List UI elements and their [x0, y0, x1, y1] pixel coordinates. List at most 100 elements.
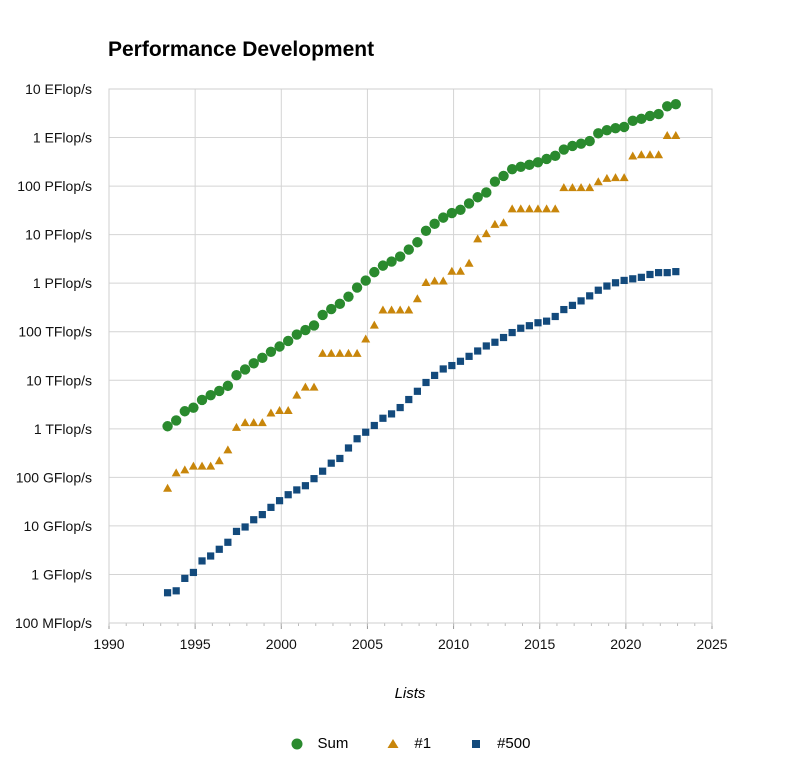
- data-point-sum: [300, 324, 311, 336]
- data-point-number-one: [180, 465, 190, 474]
- data-point-number-one: [361, 334, 371, 343]
- data-point-number-one: [602, 173, 612, 182]
- data-point-sum: [515, 161, 526, 172]
- data-point-sum: [196, 394, 208, 406]
- data-point-number-one: [275, 406, 285, 415]
- data-point-sum: [351, 282, 363, 293]
- data-point-sum: [472, 192, 483, 203]
- data-point-number-one: [671, 131, 681, 140]
- data-point-number-one: [421, 278, 431, 287]
- data-point-number-one: [619, 173, 629, 182]
- data-point-sum: [498, 170, 509, 182]
- data-point-number-one: [326, 348, 336, 357]
- data-point-sum: [446, 207, 458, 219]
- data-point-number-one: [499, 218, 509, 227]
- y-tick-label: 100 PFlop/s: [17, 178, 92, 194]
- x-tick-label: 1990: [93, 636, 124, 652]
- y-tick-label: 1 PFlop/s: [33, 275, 92, 291]
- series-number-500: [163, 268, 680, 597]
- data-point-number-500: [344, 444, 353, 452]
- data-point-number-one: [249, 418, 259, 427]
- data-point-number-500: [517, 324, 525, 332]
- data-point-number-one: [206, 461, 216, 470]
- data-point-number-500: [672, 268, 680, 276]
- data-point-sum: [317, 309, 328, 321]
- data-point-number-500: [499, 333, 508, 342]
- data-point-number-500: [611, 279, 620, 287]
- data-point-number-one: [335, 348, 345, 357]
- data-point-number-500: [525, 322, 533, 330]
- data-point-number-500: [508, 328, 516, 337]
- data-point-number-one: [636, 150, 646, 159]
- data-point-number-500: [465, 352, 473, 360]
- data-point-sum: [644, 110, 656, 122]
- data-point-number-500: [543, 317, 551, 325]
- data-point-sum: [377, 260, 389, 271]
- data-point-sum: [524, 159, 535, 171]
- data-point-number-500: [198, 557, 206, 565]
- data-point-number-500: [422, 378, 430, 387]
- data-point-number-500: [293, 486, 301, 494]
- plot-border: [108, 88, 713, 624]
- data-point-number-one: [171, 468, 181, 477]
- x-tick-label: 1995: [180, 636, 211, 652]
- data-point-number-500: [215, 545, 223, 553]
- data-point-sum: [420, 225, 432, 236]
- data-point-number-one: [455, 266, 465, 275]
- legend-item-number-one: #1: [386, 735, 431, 752]
- data-point-number-500: [534, 319, 542, 327]
- data-point-number-one: [559, 183, 569, 192]
- data-point-number-500: [336, 454, 344, 463]
- data-point-number-one: [343, 348, 353, 357]
- x-tick-label: 2025: [696, 636, 727, 652]
- data-point-number-one: [188, 461, 198, 470]
- data-point-number-500: [232, 527, 241, 536]
- data-point-number-one: [430, 276, 440, 285]
- data-point-number-500: [629, 275, 637, 283]
- data-point-sum: [567, 140, 578, 152]
- data-point-number-500: [577, 297, 585, 305]
- data-point-number-one: [257, 418, 267, 427]
- y-tick-label: 1 EFlop/s: [33, 130, 92, 146]
- data-point-number-500: [189, 568, 198, 577]
- y-tick-label: 1 GFlop/s: [31, 566, 92, 582]
- data-point-sum: [386, 256, 397, 267]
- data-point-number-500: [646, 270, 654, 279]
- plot-area: 100 MFlop/s 1 GFlop/s 10 GFlop/s 100 GFlop/…: [15, 81, 728, 652]
- data-point-number-500: [448, 361, 456, 370]
- data-point-number-500: [568, 301, 577, 309]
- data-point-sum: [188, 402, 199, 413]
- data-point-sum: [506, 163, 518, 175]
- data-point-sum: [653, 108, 664, 120]
- legend-item-sum: Sum: [290, 735, 348, 752]
- data-point-number-one: [283, 406, 293, 415]
- data-point-number-500: [267, 503, 275, 511]
- data-point-number-one: [352, 348, 362, 357]
- data-point-number-500: [327, 459, 335, 467]
- y-tick-label: 100 MFlop/s: [15, 615, 92, 631]
- y-tick-label: 1 TFlop/s: [34, 421, 92, 437]
- data-point-sum: [231, 370, 242, 381]
- data-point-number-one: [490, 219, 500, 228]
- x-tick-label: 2015: [524, 636, 555, 652]
- data-point-sum: [670, 99, 682, 110]
- data-point-number-500: [241, 523, 249, 531]
- data-point-number-500: [163, 589, 172, 597]
- data-point-number-one: [516, 204, 526, 213]
- data-point-sum: [369, 266, 380, 278]
- data-point-sum: [584, 135, 595, 147]
- data-point-number-500: [551, 312, 559, 321]
- data-point-sum: [481, 187, 492, 198]
- data-point-number-one: [550, 204, 560, 213]
- data-point-number-500: [396, 403, 404, 412]
- data-point-number-500: [379, 414, 387, 422]
- data-point-number-500: [413, 387, 421, 395]
- data-point-sum: [214, 385, 225, 397]
- data-point-number-500: [474, 347, 482, 355]
- y-tick-label: 10 PFlop/s: [25, 227, 92, 243]
- data-point-number-500: [491, 338, 499, 346]
- data-point-sum: [455, 204, 466, 215]
- legend-label-number-one: #1: [414, 735, 432, 752]
- series-number-one: [163, 131, 681, 492]
- data-point-number-one: [507, 204, 517, 213]
